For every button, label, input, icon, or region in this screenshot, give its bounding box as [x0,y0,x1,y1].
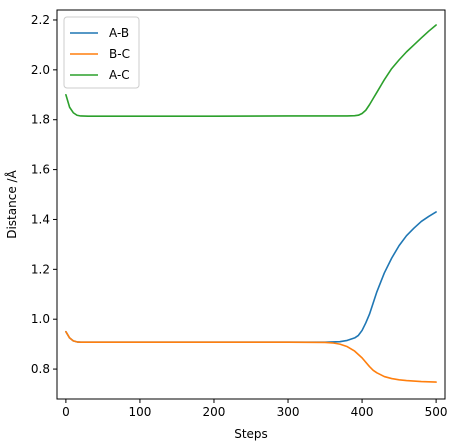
plot-frame [56,9,446,400]
legend-box [63,16,140,89]
series-line-b-c [65,330,437,383]
legend-label: A-B [109,26,129,40]
legend-label: A-C [109,68,130,82]
y-tick-label: 1.6 [31,163,50,177]
x-axis-ticks: 0 100 200 300 400 500 [62,399,448,419]
legend-label: B-C [109,47,130,61]
legend: A-B B-C A-C [63,16,140,89]
y-axis-ticks: 0.8 1.0 1.2 1.4 1.6 1.8 2.0 2.2 [31,13,57,376]
y-tick-label: 2.2 [31,13,50,27]
plot-lines [65,24,437,383]
series-line-a-c [65,24,437,118]
x-tick-label: 100 [128,405,151,419]
y-axis-label: Distance /Å [4,169,19,238]
x-tick-label: 200 [203,405,226,419]
x-tick-label: 300 [277,405,300,419]
x-axis-label: Steps [234,427,268,441]
y-tick-label: 1.2 [31,262,50,276]
x-tick-label: 500 [425,405,448,419]
y-tick-label: 1.4 [31,212,50,226]
y-tick-label: 1.8 [31,113,50,127]
x-tick-label: 400 [351,405,374,419]
y-tick-label: 0.8 [31,362,50,376]
x-tick-label: 0 [62,405,70,419]
y-tick-label: 1.0 [31,312,50,326]
series-line-a-b [65,211,437,343]
y-tick-label: 2.0 [31,63,50,77]
